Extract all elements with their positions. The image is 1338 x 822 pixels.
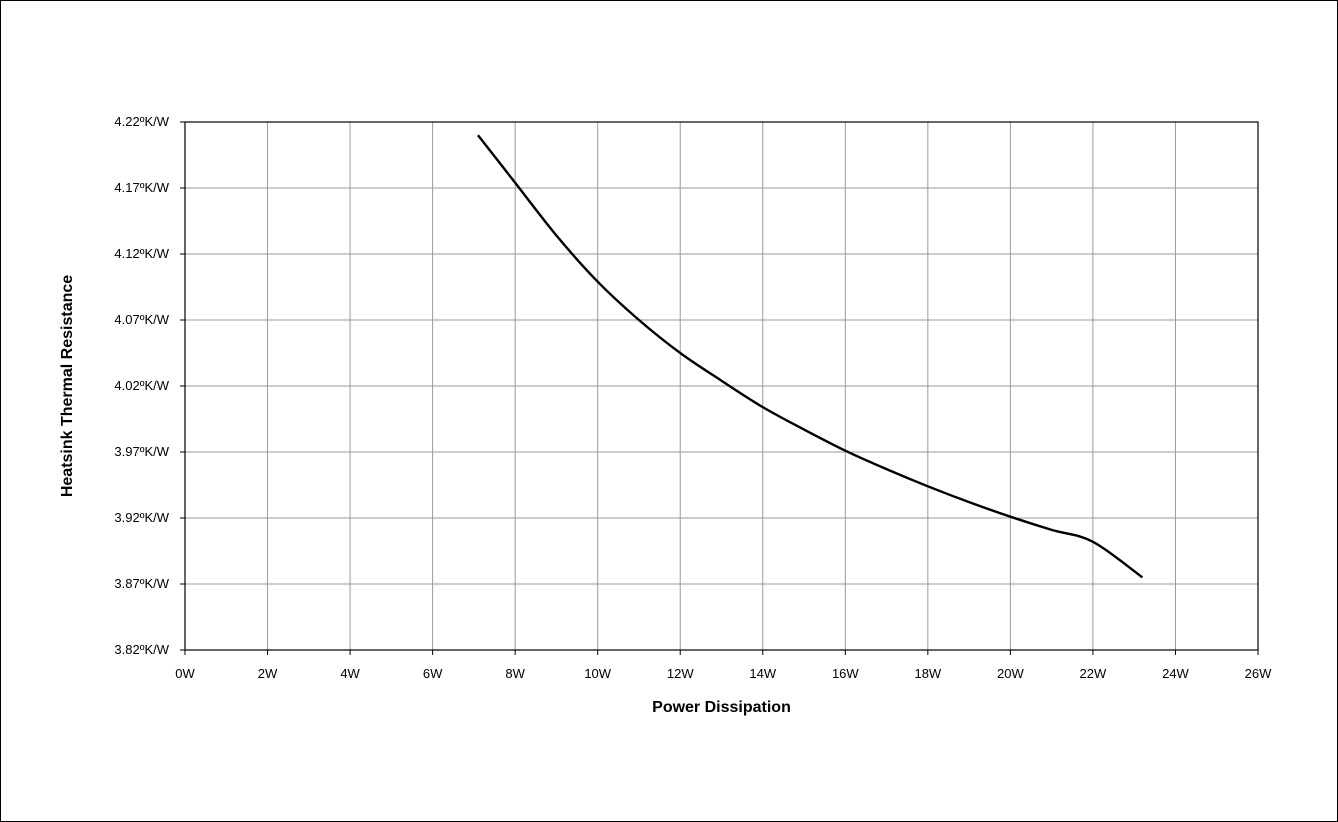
x-tick-label: 8W <box>505 666 525 681</box>
y-tick-label: 4.17ºK/W <box>114 180 169 195</box>
x-axis: 0W 2W 4W 6W 8W 10W 12W 14W 16W 18W 20W 22W 24W 26W <box>175 650 1272 681</box>
x-tick-label: 18W <box>914 666 941 681</box>
x-tick-label: 24W <box>1162 666 1189 681</box>
y-axis-title: Heatsink Thermal Resistance <box>59 275 76 497</box>
y-tick-label: 4.12ºK/W <box>114 246 169 261</box>
x-tick-label: 26W <box>1245 666 1272 681</box>
x-tick-label: 0W <box>175 666 195 681</box>
y-tick-label: 3.97ºK/W <box>114 444 169 459</box>
y-tick-label: 3.92ºK/W <box>114 510 169 525</box>
y-tick-label: 4.07ºK/W <box>114 312 169 327</box>
y-axis: 3.82ºK/W 3.87ºK/W 3.92ºK/W 3.97ºK/W 4.02ºK/W… <box>114 114 185 657</box>
y-tick-label: 3.87ºK/W <box>114 576 169 591</box>
x-tick-label: 20W <box>997 666 1024 681</box>
x-tick-label: 22W <box>1080 666 1107 681</box>
y-tick-label: 4.02ºK/W <box>114 378 169 393</box>
x-tick-label: 2W <box>258 666 278 681</box>
x-tick-label: 4W <box>340 666 360 681</box>
x-tick-label: 6W <box>423 666 443 681</box>
grid <box>185 122 1258 650</box>
x-tick-label: 12W <box>667 666 694 681</box>
x-axis-title: Power Dissipation <box>652 699 791 716</box>
series-line <box>477 134 1144 579</box>
y-tick-label: 3.82ºK/W <box>114 642 169 657</box>
x-tick-label: 16W <box>832 666 859 681</box>
y-tick-label: 4.22ºK/W <box>114 114 169 129</box>
x-tick-label: 10W <box>584 666 611 681</box>
x-tick-label: 14W <box>749 666 776 681</box>
series-layer <box>477 134 1144 579</box>
